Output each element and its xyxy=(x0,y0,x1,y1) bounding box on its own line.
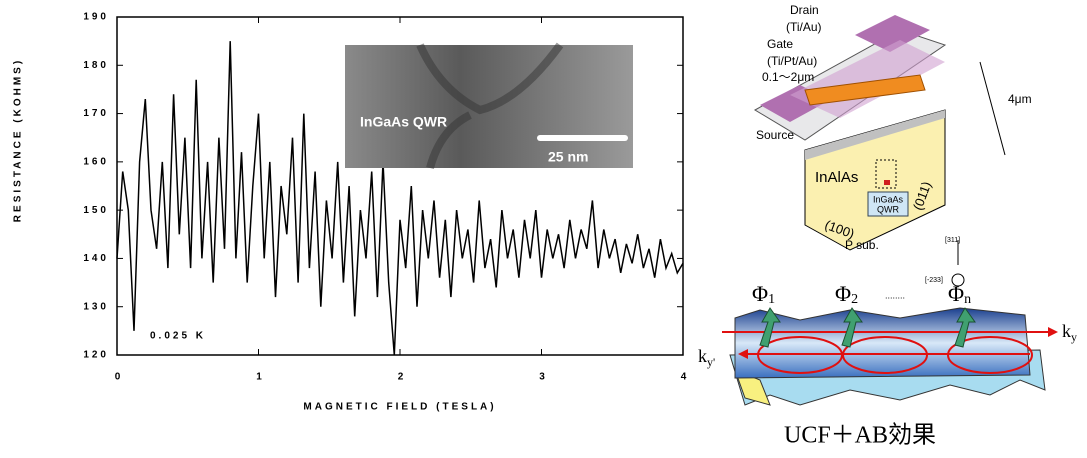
dir-label: [311] xyxy=(945,237,960,244)
x-axis-label: MAGNETIC FIELD (TESLA) xyxy=(303,402,496,413)
y-tick-label: 160 xyxy=(83,156,109,167)
x-tick-label: 1 xyxy=(256,372,265,383)
gate-length: 0.1～2μm xyxy=(762,70,814,84)
gate-metal xyxy=(804,74,926,106)
flux-arrow xyxy=(759,307,781,348)
y-tick-label: 180 xyxy=(83,60,109,71)
wire-box xyxy=(875,159,897,189)
device-diagram xyxy=(753,15,1006,287)
flux-arrow xyxy=(954,307,976,348)
drain-label: Drain xyxy=(790,3,819,17)
phi-label: Φn xyxy=(948,281,971,307)
scale-label: 25 nm xyxy=(548,149,588,165)
source-label: Source xyxy=(756,128,794,142)
wire-body xyxy=(734,307,1031,379)
phi-sub: 2 xyxy=(851,292,858,307)
width-arrow xyxy=(979,61,1006,156)
inset-feature xyxy=(416,42,564,170)
y-axis-label: RESISTANCE (KOHMS) xyxy=(13,58,24,222)
sub-label: P sub. xyxy=(845,238,879,252)
caption: UCF＋AB効果 xyxy=(784,422,936,449)
barrier-label: InAlAs xyxy=(815,169,858,186)
k-head xyxy=(1048,327,1058,337)
x-tick-label: 0 xyxy=(115,372,124,383)
phi-symbol: Φ xyxy=(948,281,964,306)
phi-sub: n xyxy=(964,292,971,307)
scale-bar xyxy=(537,135,628,141)
k-head xyxy=(738,349,748,359)
width-label: 4μm xyxy=(1008,92,1032,106)
y-tick-label: 120 xyxy=(83,350,109,361)
y-tick-label: 150 xyxy=(83,205,109,216)
y-tick-label: 170 xyxy=(83,108,109,119)
wire-label-2: QWR xyxy=(877,204,899,214)
x-tick-label: 2 xyxy=(398,372,407,383)
loop xyxy=(947,336,1033,374)
x-tick-label: 3 xyxy=(539,372,548,383)
phi-sub: 1 xyxy=(768,292,775,307)
drain-metal: (Ti/Au) xyxy=(786,20,822,34)
ky2-symbol: k xyxy=(698,346,707,366)
data-line xyxy=(116,41,684,356)
loop xyxy=(842,336,928,374)
dir-circle xyxy=(951,273,965,287)
inset-label: InGaAs QWR xyxy=(360,114,447,130)
annotation: 0.025 K xyxy=(150,331,206,342)
ky2-sub: y' xyxy=(707,355,715,369)
gate-metal-label: (Ti/Pt/Au) xyxy=(767,54,817,68)
ky-sub: y xyxy=(1071,330,1077,344)
phi-symbol: Φ xyxy=(835,281,851,306)
phi-symbol: Φ xyxy=(752,281,768,306)
gate-label: Gate xyxy=(767,37,793,51)
y-tick-label: 190 xyxy=(83,12,109,23)
wire-dot xyxy=(884,180,890,185)
drain-pad xyxy=(855,15,930,52)
ky2-label: ky' xyxy=(698,346,715,369)
y-tick-label: 140 xyxy=(83,253,109,264)
x-tick-label: 4 xyxy=(681,372,690,383)
wire-diagram xyxy=(722,307,1058,406)
ky-label: ky xyxy=(1062,321,1077,344)
layer xyxy=(805,110,945,160)
dir-label-2: [-233] xyxy=(925,277,943,284)
wire-tag xyxy=(867,191,909,217)
y-tick-label: 130 xyxy=(83,301,109,312)
flux-arrow xyxy=(841,307,863,348)
phi-label: Φ1 xyxy=(752,281,775,307)
phi-labels: Φ1 Φ2 Φn xyxy=(752,281,971,307)
dots: ........ xyxy=(885,290,905,300)
wire-label: InGaAs xyxy=(873,194,904,204)
phi-label: Φ2 xyxy=(835,281,858,307)
chart: 120 130 140 150 160 170 180 190 0 1 2 3 4 xyxy=(83,12,690,383)
ky-symbol: k xyxy=(1062,321,1071,341)
